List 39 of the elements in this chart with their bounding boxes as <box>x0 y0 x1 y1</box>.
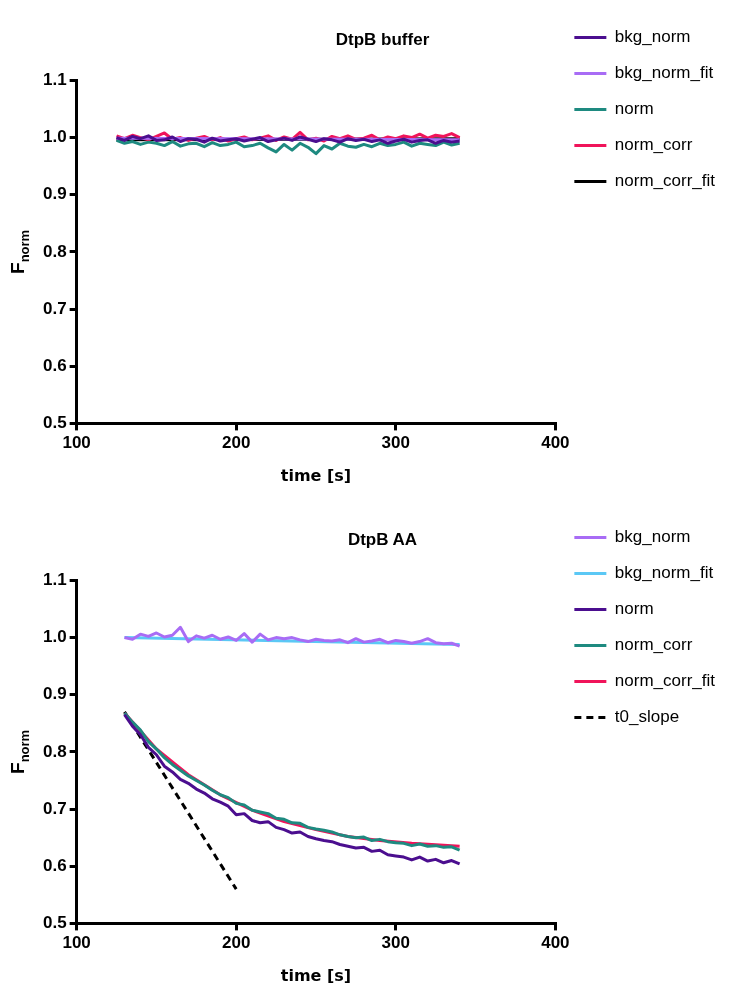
legend-label: norm_corr <box>614 135 693 155</box>
x-tick-label: 200 <box>222 933 251 953</box>
y-tick-label: 0.8 <box>42 741 67 761</box>
y-tick-label: 0.7 <box>42 298 67 318</box>
x-axis-title: time [s] <box>280 965 352 985</box>
legend-label: bkg_norm <box>614 27 691 47</box>
y-tick-label: 0.5 <box>42 413 67 433</box>
legend-label: t0_slope <box>614 707 680 727</box>
x-tick-label: 400 <box>541 433 570 453</box>
legend-label: norm_corr_fit <box>614 671 716 691</box>
legend-label: norm <box>614 599 654 619</box>
y-tick-label: 0.5 <box>42 913 67 933</box>
x-tick-label: 400 <box>541 933 570 953</box>
y-tick-label: 1.0 <box>42 127 67 147</box>
legend-label: bkg_norm_fit <box>614 563 714 583</box>
chart-title: DtpB buffer <box>335 29 430 49</box>
legend-label: norm_corr_fit <box>614 171 716 191</box>
x-tick-label: 300 <box>381 433 410 453</box>
y-tick-label: 1.0 <box>42 627 67 647</box>
y-axis-title: Fnorm <box>7 229 32 274</box>
legend-label: bkg_norm <box>614 527 691 547</box>
y-tick-label: 0.9 <box>42 184 67 204</box>
x-tick-label: 100 <box>62 433 91 453</box>
x-tick-label: 100 <box>62 933 91 953</box>
y-tick-label: 0.6 <box>42 855 67 875</box>
x-tick-label: 200 <box>222 433 251 453</box>
legend-label: norm_corr <box>614 635 693 655</box>
y-tick-label: 0.9 <box>42 684 67 704</box>
legend-label: norm <box>614 99 654 119</box>
y-tick-label: 1.1 <box>42 570 67 590</box>
x-tick-label: 300 <box>381 933 410 953</box>
x-axis-title: time [s] <box>280 465 352 485</box>
chart-title: DtpB AA <box>347 529 418 549</box>
y-tick-label: 0.7 <box>42 798 67 818</box>
y-axis-title: Fnorm <box>7 729 32 774</box>
y-tick-label: 1.1 <box>42 70 67 90</box>
y-tick-label: 0.6 <box>42 355 67 375</box>
y-tick-label: 0.8 <box>42 241 67 261</box>
legend-label: bkg_norm_fit <box>614 63 714 83</box>
